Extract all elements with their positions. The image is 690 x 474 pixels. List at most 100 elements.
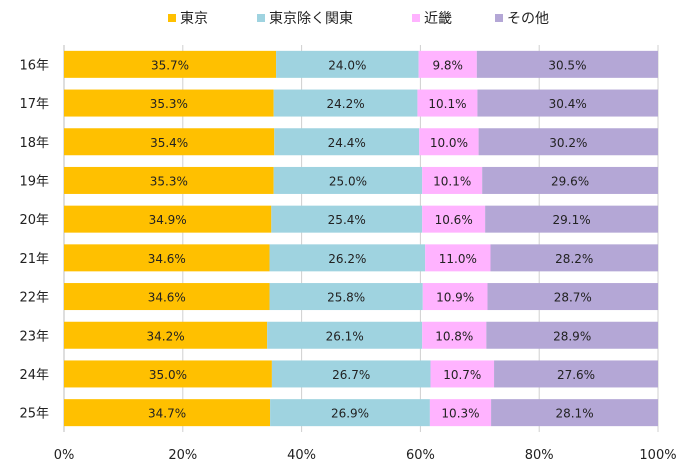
bar-segment xyxy=(482,166,658,194)
data-label: 26.9% xyxy=(331,407,369,421)
data-label: 25.0% xyxy=(329,174,367,188)
legend-swatch xyxy=(257,14,265,22)
x-tick-label: 100% xyxy=(639,448,676,463)
bar-segment xyxy=(490,244,658,272)
data-label: 30.2% xyxy=(549,136,587,150)
data-label: 25.8% xyxy=(327,291,365,305)
data-label: 28.9% xyxy=(553,329,591,343)
bar-segment xyxy=(417,89,478,117)
data-label: 34.6% xyxy=(148,291,186,305)
data-label: 34.2% xyxy=(147,329,185,343)
y-tick-label: 20年 xyxy=(19,213,49,228)
bar-segment xyxy=(477,89,658,117)
y-tick-label: 16年 xyxy=(19,58,49,73)
bar-segment xyxy=(273,166,423,194)
data-label: 30.5% xyxy=(548,58,586,72)
bar-segment xyxy=(271,360,431,388)
data-label: 10.1% xyxy=(428,97,466,111)
data-label: 28.2% xyxy=(555,252,593,266)
data-label: 26.2% xyxy=(328,252,366,266)
bar-segment xyxy=(271,205,423,233)
bar-segment xyxy=(422,283,488,311)
data-label: 35.3% xyxy=(150,174,188,188)
legend-swatch xyxy=(412,14,420,22)
legend-label: 東京 xyxy=(180,11,208,27)
bar-segment xyxy=(476,50,658,78)
bar-segment xyxy=(270,399,430,427)
bar-segment xyxy=(485,205,658,233)
bar-segment xyxy=(487,283,658,311)
bar-segment xyxy=(274,128,420,156)
data-label: 28.7% xyxy=(554,291,592,305)
bar-segment xyxy=(494,360,658,388)
legend-swatch xyxy=(168,14,176,22)
y-tick-label: 18年 xyxy=(19,136,49,151)
x-tick-label: 20% xyxy=(168,448,197,463)
bar-segment xyxy=(425,244,491,272)
data-label: 29.1% xyxy=(553,213,591,227)
legend-swatch xyxy=(495,14,503,22)
data-label: 25.4% xyxy=(328,213,366,227)
bar-segment xyxy=(429,399,492,427)
data-label: 27.6% xyxy=(557,368,595,382)
data-label: 35.4% xyxy=(150,136,188,150)
bar-segment xyxy=(64,399,271,427)
data-label: 35.0% xyxy=(149,368,187,382)
bar-segment xyxy=(418,50,477,78)
bar-segment xyxy=(486,321,658,349)
data-label: 10.0% xyxy=(430,136,468,150)
data-label: 26.1% xyxy=(326,329,364,343)
data-label: 35.7% xyxy=(151,58,189,72)
bar-segment xyxy=(64,283,270,311)
bar-segment xyxy=(430,360,495,388)
data-label: 24.4% xyxy=(328,136,366,150)
bar-segment xyxy=(422,321,487,349)
data-label: 10.6% xyxy=(435,213,473,227)
data-label: 10.7% xyxy=(443,368,481,382)
data-label: 10.3% xyxy=(441,407,479,421)
data-label: 34.7% xyxy=(148,407,186,421)
data-label: 10.8% xyxy=(435,329,473,343)
data-label: 10.1% xyxy=(433,174,471,188)
bar-segment xyxy=(419,128,479,156)
y-tick-label: 21年 xyxy=(19,252,49,267)
data-label: 35.3% xyxy=(150,97,188,111)
y-tick-label: 25年 xyxy=(19,407,49,422)
bar-segment xyxy=(64,321,268,349)
bar-segment xyxy=(64,205,272,233)
legend-label: その他 xyxy=(507,11,549,27)
data-label: 28.1% xyxy=(555,407,593,421)
bar-segment xyxy=(422,166,483,194)
data-label: 11.0% xyxy=(439,252,477,266)
y-tick-label: 22年 xyxy=(19,291,49,306)
bar-segment xyxy=(269,283,423,311)
data-label: 24.0% xyxy=(328,58,366,72)
data-label: 30.4% xyxy=(549,97,587,111)
bar-segment xyxy=(276,50,419,78)
y-tick-label: 17年 xyxy=(19,97,49,112)
legend-label: 近畿 xyxy=(424,11,452,27)
bar-segment xyxy=(267,321,423,349)
x-tick-label: 40% xyxy=(287,448,316,463)
data-label: 9.8% xyxy=(432,58,463,72)
y-tick-label: 19年 xyxy=(19,174,49,189)
bar-segment xyxy=(491,399,658,427)
bar-segment xyxy=(64,244,270,272)
bar-segment xyxy=(64,89,274,117)
y-tick-label: 24年 xyxy=(19,368,49,383)
bar-segment xyxy=(64,360,272,388)
bar-segment xyxy=(478,128,658,156)
legend-label: 東京除く関東 xyxy=(269,11,353,27)
bar-segment xyxy=(422,205,486,233)
y-tick-label: 23年 xyxy=(19,329,49,344)
bar-segment xyxy=(269,244,426,272)
data-label: 34.6% xyxy=(148,252,186,266)
x-tick-label: 0% xyxy=(54,448,75,463)
data-label: 26.7% xyxy=(332,368,370,382)
data-label: 34.9% xyxy=(149,213,187,227)
bar-segment xyxy=(64,128,275,156)
bar-segment xyxy=(64,166,274,194)
data-label: 24.2% xyxy=(326,97,364,111)
